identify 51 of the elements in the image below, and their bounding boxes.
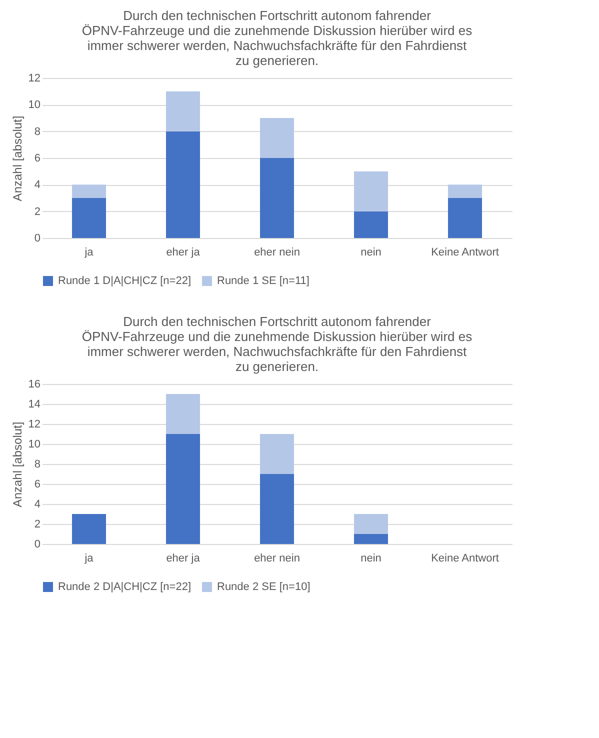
y-tick-label: 6 <box>34 152 40 164</box>
bar <box>260 158 294 238</box>
x-tick-label: ja <box>84 552 94 564</box>
y-tick-label: 2 <box>34 206 40 218</box>
bar <box>354 171 388 212</box>
x-tick-label: eher nein <box>254 552 300 564</box>
x-tick-label: nein <box>360 552 382 564</box>
bar <box>260 474 294 544</box>
legend-label: Runde 2 SE [n=10] <box>217 581 310 593</box>
y-tick-label: 2 <box>34 518 40 530</box>
legend-label: Runde 2 D|A|CH|CZ [n=22] <box>58 581 191 593</box>
y-tick-label: 10 <box>28 99 40 112</box>
x-tick-label: eher ja <box>166 246 201 258</box>
y-tick-label: 10 <box>28 438 40 450</box>
bar <box>260 118 294 158</box>
y-tick-label: 14 <box>28 398 40 410</box>
bar <box>166 91 200 132</box>
bar <box>448 198 482 238</box>
legend-label: Runde 1 SE [n=11] <box>217 275 310 287</box>
y-axis-title: Anzahl [absolut] <box>10 116 24 202</box>
y-tick-label: 12 <box>28 72 40 84</box>
y-tick-label: 8 <box>34 126 40 138</box>
bar <box>354 514 388 534</box>
x-tick-label: nein <box>360 246 382 258</box>
y-tick-label: 6 <box>34 478 40 490</box>
bar <box>72 514 106 544</box>
x-tick-label: Keine Antwort <box>431 246 499 258</box>
x-tick-label: eher ja <box>166 552 201 564</box>
bar <box>354 211 388 238</box>
legend-label: Runde 1 D|A|CH|CZ [n=22] <box>58 275 191 287</box>
bar <box>260 434 294 474</box>
x-tick-label: ja <box>84 246 94 258</box>
chart-title: Durch den technischen Fortschritt autonom fahrender ÖPNV-Fahrzeuge und die zunehmende Diskussion hierüber wird es immer schwerer werden, Nachwuchsfachkräfte für den Fahrdienst zu generieren. <box>82 314 473 374</box>
bar <box>166 394 200 434</box>
y-tick-label: 8 <box>34 458 40 470</box>
y-tick-label: 4 <box>34 179 40 192</box>
bar <box>72 184 106 198</box>
bar <box>166 131 200 238</box>
y-tick-label: 0 <box>34 538 40 550</box>
bar <box>166 434 200 544</box>
chart-title: Durch den technischen Fortschritt autonom fahrender ÖPNV-Fahrzeuge und die zunehmende Diskussion hierüber wird es immer schwerer werden, Nachwuchsfachkräfte für den Fahrdienst zu generieren. <box>82 8 473 68</box>
bar <box>354 534 388 544</box>
y-tick-label: 12 <box>28 418 40 430</box>
bar <box>72 198 106 238</box>
bar <box>448 184 482 198</box>
x-tick-label: eher nein <box>254 246 300 258</box>
y-axis-title: Anzahl [absolut] <box>10 422 24 508</box>
y-tick-label: 0 <box>34 232 40 244</box>
x-tick-label: Keine Antwort <box>431 552 499 564</box>
y-tick-label: 4 <box>34 498 40 510</box>
y-tick-label: 16 <box>28 378 40 390</box>
